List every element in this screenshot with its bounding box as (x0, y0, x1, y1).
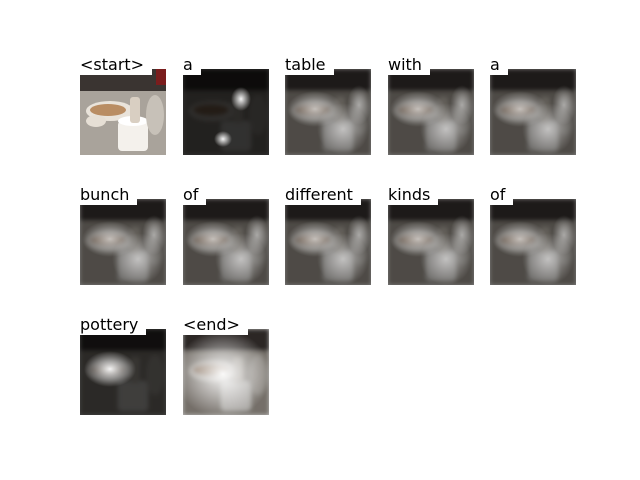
attention-map-image (183, 199, 269, 285)
attention-panel: of (183, 184, 269, 294)
attention-thumbnail (183, 199, 269, 285)
token-label: different (285, 184, 361, 205)
attention-panel: pottery (80, 314, 166, 424)
token-label: <end> (183, 314, 248, 335)
attention-panel: kinds (388, 184, 474, 294)
attention-thumbnail (183, 329, 269, 415)
token-label: with (388, 54, 430, 75)
attention-thumbnail (80, 69, 166, 155)
token-label: a (490, 54, 508, 75)
token-label: of (490, 184, 514, 205)
attention-map-image (285, 69, 371, 155)
attention-map-image (285, 199, 371, 285)
attention-thumbnail (80, 199, 166, 285)
attention-panel: <end> (183, 314, 269, 424)
attention-thumbnail (388, 69, 474, 155)
attention-map-image (490, 199, 576, 285)
token-label: kinds (388, 184, 439, 205)
attention-panel: table (285, 54, 371, 164)
attention-panel: different (285, 184, 371, 294)
token-label: pottery (80, 314, 147, 335)
attention-map-image (388, 69, 474, 155)
attention-thumbnail (80, 329, 166, 415)
token-label: a (183, 54, 201, 75)
attention-thumbnail (490, 199, 576, 285)
attention-thumbnail (285, 69, 371, 155)
attention-map-image (183, 329, 269, 415)
attention-panel: a (490, 54, 576, 164)
attention-panel: a (183, 54, 269, 164)
token-label: of (183, 184, 207, 205)
token-label: bunch (80, 184, 138, 205)
attention-map-image (80, 199, 166, 285)
attention-map-image (388, 199, 474, 285)
attention-thumbnail (183, 69, 269, 155)
attention-panel: <start> (80, 54, 166, 164)
attention-panel: with (388, 54, 474, 164)
attention-map-image (490, 69, 576, 155)
attention-map-image (80, 329, 166, 415)
attention-panel: of (490, 184, 576, 294)
attention-thumbnail (388, 199, 474, 285)
attention-map-image (183, 69, 269, 155)
attention-thumbnail (490, 69, 576, 155)
attention-panel: bunch (80, 184, 166, 294)
token-label: table (285, 54, 334, 75)
token-label: <start> (80, 54, 153, 75)
attention-map-image (80, 69, 166, 155)
attention-thumbnail (285, 199, 371, 285)
